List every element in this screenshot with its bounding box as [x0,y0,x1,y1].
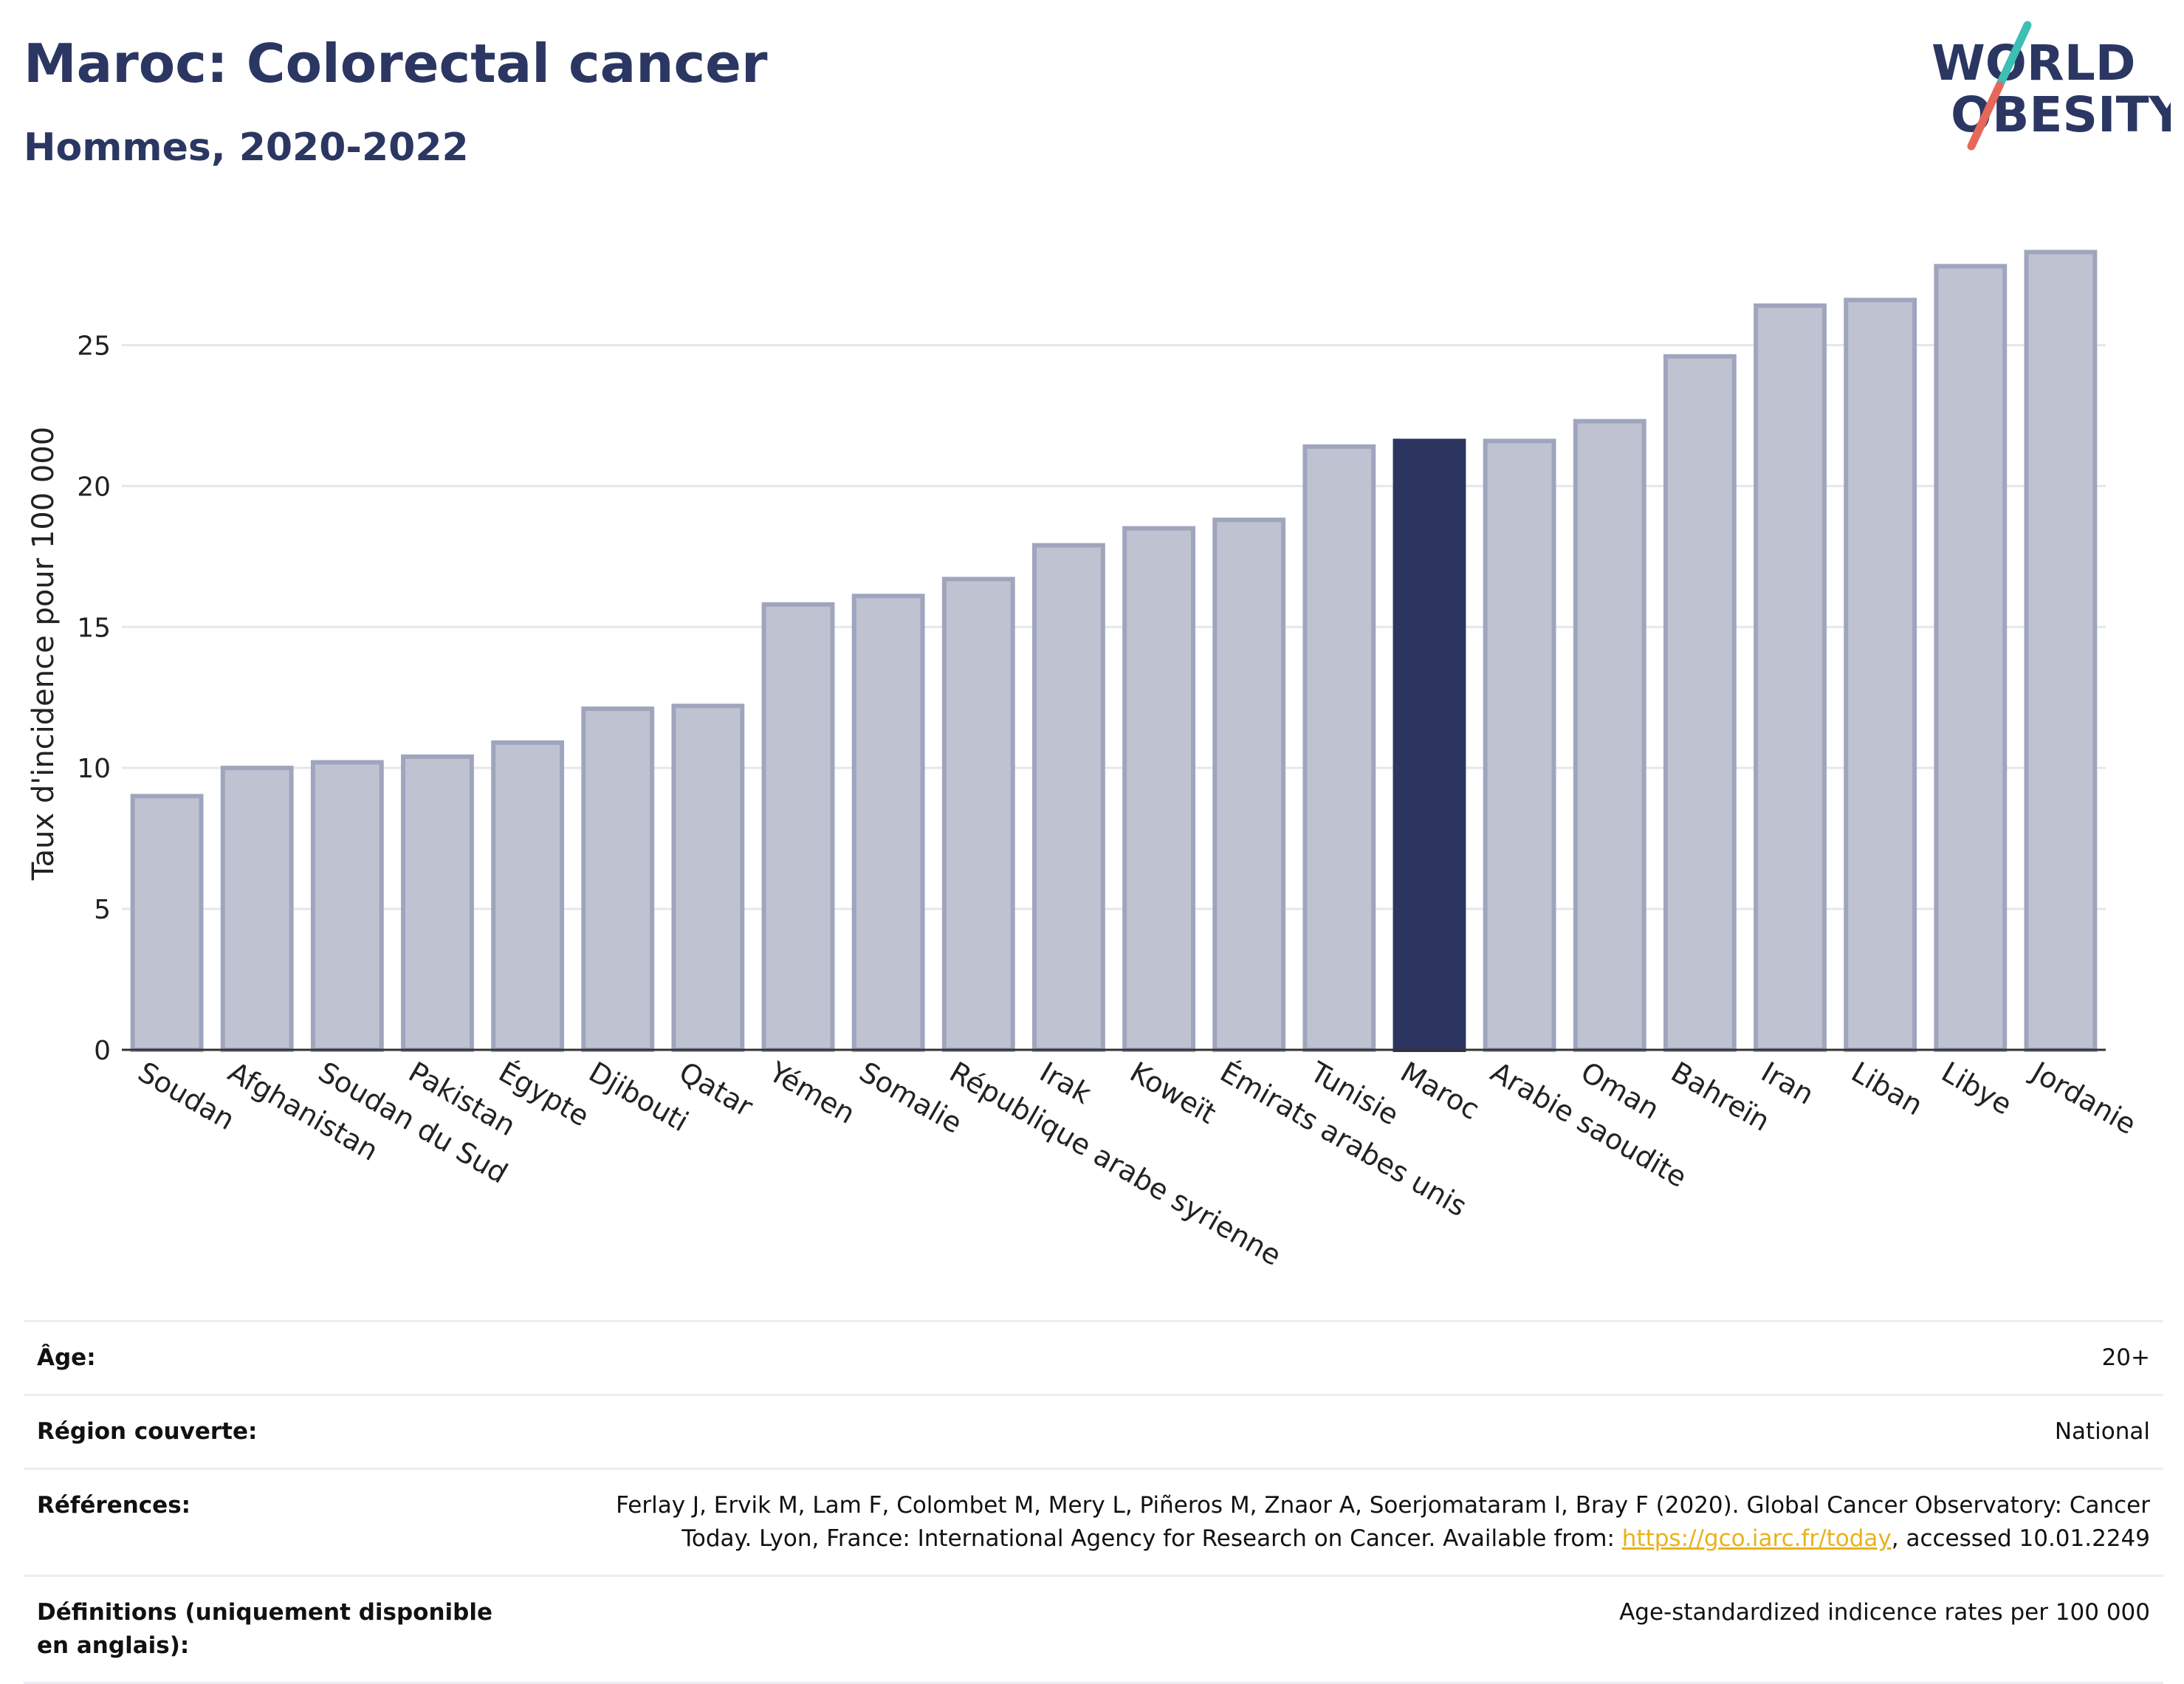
region-label: Région couverte: [24,1393,538,1470]
bar-17 [1573,419,1646,1052]
chart-title: Maroc: Colorectal cancer [24,32,768,94]
info-row-age: Âge: 20+ [24,1320,2163,1396]
bar-12 [1122,526,1195,1052]
y-tick-label: 15 [77,613,111,643]
bar-13 [1212,518,1286,1052]
definitions-value: Age-standardized indicence rates per 100… [538,1574,2163,1684]
age-label: Âge: [24,1320,538,1396]
references-value: Ferlay J, Ervik M, Lam F, Colombet M, Me… [538,1467,2163,1577]
x-tick-label: Iran [1756,1056,1819,1111]
info-row-references: Références: Ferlay J, Ervik M, Lam F, Co… [24,1467,2163,1577]
y-tick-label: 25 [77,331,111,361]
logo-slash-coral [1967,81,2004,151]
x-tick-label: Jordanie [2025,1055,2142,1141]
x-tick-label: Soudan [133,1056,241,1137]
bar-14 [1302,444,1376,1052]
y-tick-label: 5 [94,895,111,925]
x-tick-label: Liban [1846,1056,1928,1122]
bar-7 [671,704,745,1052]
region-value: National [538,1393,2163,1470]
definitions-label: Définitions (uniquement disponible en an… [24,1574,538,1684]
y-axis-label: Taux d'incidence pour 100 000 [27,427,61,881]
bar-9 [851,594,925,1052]
bar-2 [220,766,294,1052]
bar-11 [1032,543,1105,1052]
references-text: Ferlay J, Ervik M, Lam F, Colombet M, Me… [616,1491,2150,1552]
bar-15 [1393,439,1466,1052]
x-tick-label: Somalie [854,1056,968,1140]
x-tick-label: Maroc [1395,1056,1485,1127]
x-tick-label: Irak [1034,1056,1096,1110]
bar-19 [1754,303,1827,1052]
bar-4 [401,754,474,1052]
x-tick-label: Koweït [1124,1056,1221,1130]
bar-18 [1663,354,1737,1052]
info-row-definitions: Définitions (uniquement disponible en an… [24,1574,2163,1684]
x-tick-label: Libye [1936,1056,2017,1121]
y-tick-label: 0 [94,1036,111,1066]
references-accessed: , accessed 10.01.2249 [1891,1525,2150,1552]
bar-3 [310,760,384,1052]
age-value: 20+ [538,1320,2163,1396]
bars [130,250,2098,1053]
logo-text-world: WORLD [1931,35,2136,92]
bar-20 [1844,298,1917,1052]
y-tick-labels: 0 5 10 15 20 25 [77,331,111,1066]
y-tick-label: 20 [77,472,111,502]
references-label: Références: [24,1467,538,1577]
chart-subtitle: Hommes, 2020-2022 [24,126,469,170]
bar-22 [2024,250,2098,1052]
bar-21 [1934,264,2008,1053]
logo-slash-teal [1995,21,2032,90]
bar-8 [761,602,835,1052]
x-tick-label: Bahreïn [1666,1056,1776,1138]
bar-1 [130,794,204,1052]
world-obesity-logo: WORLD OBESITY [1931,21,2171,151]
y-tick-label: 10 [77,754,111,784]
bar-6 [581,707,655,1052]
info-table: Âge: 20+ Région couverte: National Référ… [24,1320,2163,1684]
references-link[interactable]: https://gco.iarc.fr/today [1621,1525,1892,1552]
bar-16 [1483,439,1556,1052]
x-tick-label: Yémen [763,1055,861,1130]
bar-5 [491,740,565,1052]
info-row-region: Région couverte: National [24,1393,2163,1470]
bar-10 [941,577,1015,1052]
x-tick-label: Djibouti [583,1056,694,1138]
